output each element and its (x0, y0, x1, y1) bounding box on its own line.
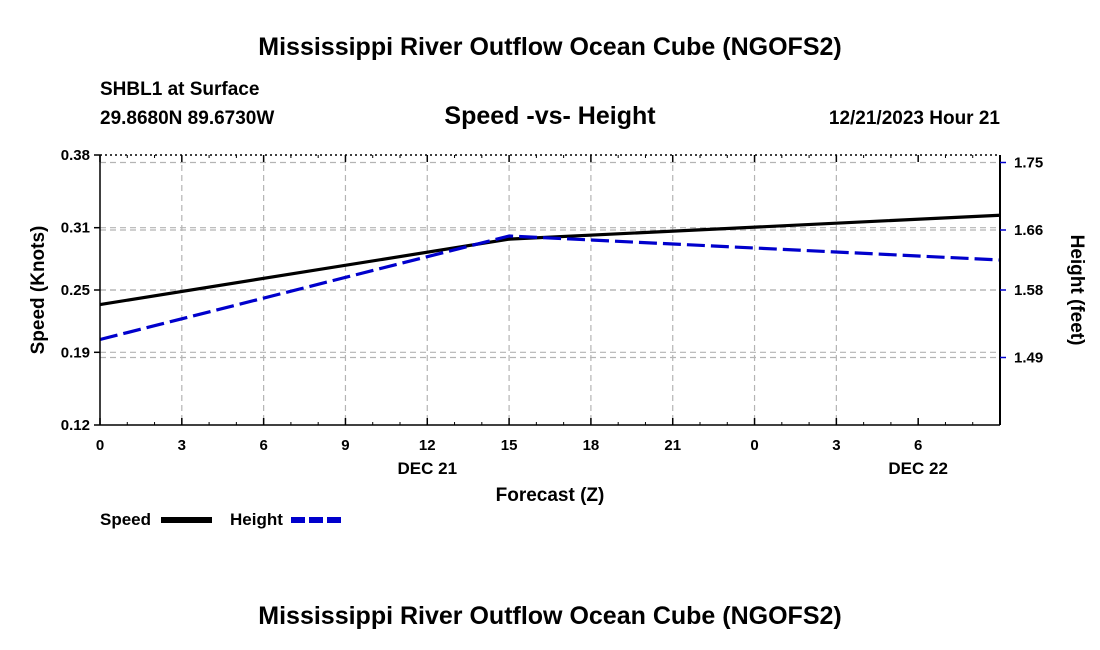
y-tick-label: 0.25 (61, 282, 90, 299)
y-tick-label: 0.19 (61, 344, 90, 361)
x-date-label: DEC 22 (888, 459, 948, 478)
y-axis-label: Speed (Knots) (28, 226, 49, 355)
y2-tick-label: 1.66 (1014, 222, 1043, 239)
speed-series-line (99, 213, 1001, 307)
legend-speed-label: Speed (100, 510, 151, 529)
x-tick-label: 3 (832, 437, 840, 454)
grid-lines (100, 155, 1000, 425)
chart-title: Speed -vs- Height (444, 102, 656, 130)
y2-tick-label: 1.49 (1014, 350, 1043, 367)
x-date-label: DEC 21 (398, 459, 458, 478)
y2-tick-label: 1.58 (1014, 282, 1043, 299)
x-tick-label: 15 (501, 437, 518, 454)
y-tick-label: 0.12 (61, 417, 90, 434)
x-tick-label: 9 (341, 437, 349, 454)
x-tick-label: 0 (750, 437, 758, 454)
x-tick-label: 0 (96, 437, 104, 454)
series-lines (99, 213, 1001, 342)
x-tick-label: 18 (583, 437, 600, 454)
x-tick-label: 12 (419, 437, 436, 454)
tick-labels: 0 3 6 9 12 15 18 21 0 3 6 DEC 21 DEC 22 0.38 0.31 0.25 0… (61, 147, 1043, 478)
y-tick-label: 0.31 (61, 220, 90, 237)
x-tick-label: 21 (664, 437, 681, 454)
y2-tick-label: 1.75 (1014, 155, 1043, 172)
x-tick-label: 6 (914, 437, 922, 454)
y2-axis-label: Height (feet) (1066, 235, 1087, 346)
y-tick-label: 0.38 (61, 147, 90, 164)
x-tick-label: 6 (259, 437, 267, 454)
legend-height-label: Height (230, 510, 283, 529)
axis-ticks (94, 154, 1006, 426)
station-label: SHBL1 at Surface (100, 79, 259, 100)
coordinates-label: 29.8680N 89.6730W (100, 108, 274, 129)
datetime-label: 12/21/2023 Hour 21 (829, 108, 1001, 129)
main-title: Mississippi River Outflow Ocean Cube (NG… (258, 33, 841, 61)
height-series-line (99, 234, 1001, 342)
footer-title: Mississippi River Outflow Ocean Cube (NG… (258, 602, 841, 630)
legend: Speed Height (100, 510, 342, 529)
x-tick-label: 3 (178, 437, 186, 454)
x-axis-label: Forecast (Z) (496, 485, 605, 506)
